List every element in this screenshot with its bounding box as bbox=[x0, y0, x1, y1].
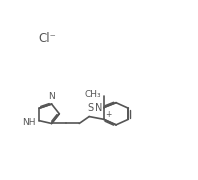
Text: N: N bbox=[95, 103, 102, 113]
Text: Cl⁻: Cl⁻ bbox=[38, 32, 56, 45]
Text: S: S bbox=[87, 103, 93, 113]
Text: +: + bbox=[105, 110, 111, 119]
Text: N: N bbox=[48, 92, 55, 101]
Text: NH: NH bbox=[22, 118, 36, 127]
Text: CH₃: CH₃ bbox=[84, 90, 101, 99]
